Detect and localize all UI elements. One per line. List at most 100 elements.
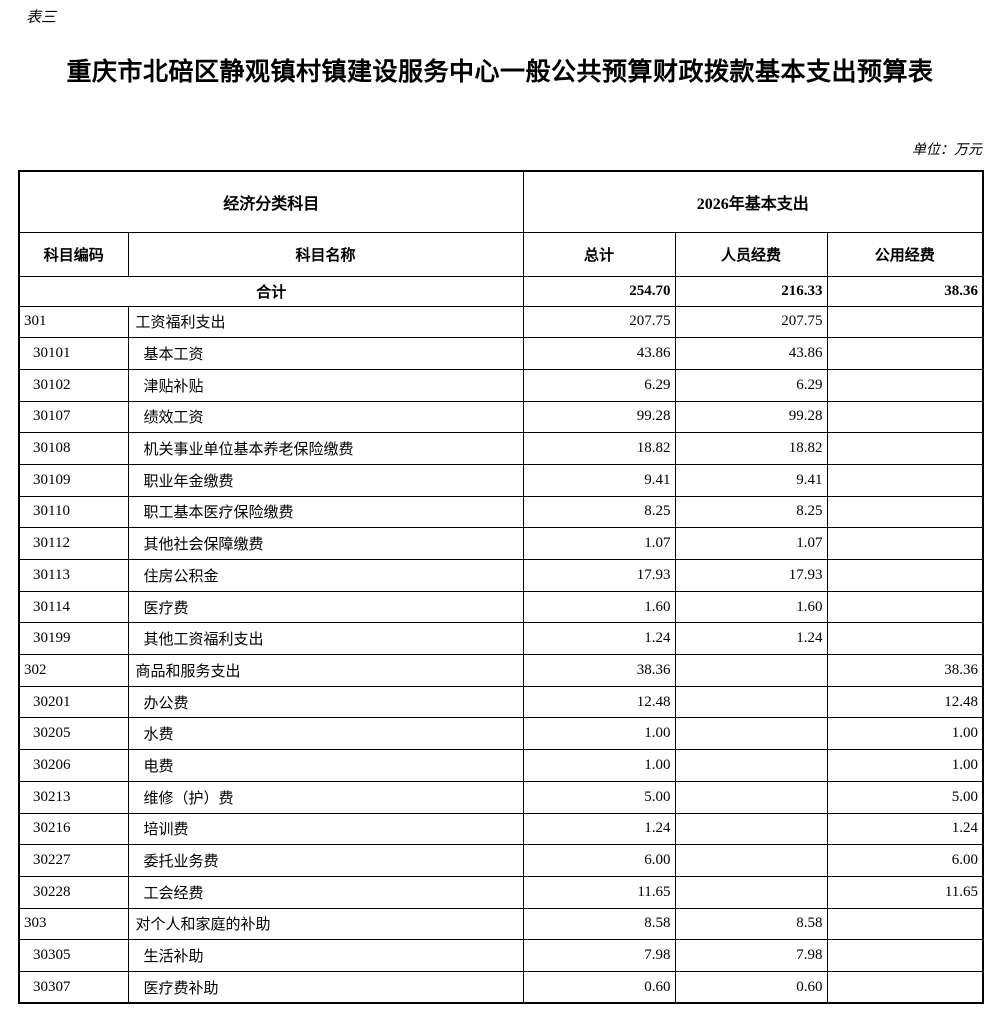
subject-name-cell: 生活补助	[127, 939, 524, 972]
personnel-value-cell: 7.98	[674, 939, 828, 972]
public-value-cell: 11.65	[826, 875, 984, 909]
total-value-cell: 43.86	[522, 337, 676, 370]
table-row: 30110 职工基本医疗保险缴费 8.25 8.25	[18, 495, 984, 529]
column-header-subject-name: 科目名称	[127, 231, 524, 277]
subject-code-cell: 30110	[18, 495, 129, 529]
personnel-value-cell: 18.82	[674, 432, 828, 465]
table-header: 经济分类科目 2026年基本支出 科目编码 科目名称 总计 人员经费 公用经费	[18, 170, 984, 277]
table-row: 30201 办公费 12.48 12.48	[18, 685, 984, 719]
public-value-cell	[826, 527, 984, 560]
personnel-value-cell: 8.58	[674, 907, 828, 941]
public-value-cell	[826, 970, 984, 1004]
public-value-cell	[826, 337, 984, 370]
total-value-cell: 12.48	[522, 685, 676, 719]
personnel-value-cell: 0.60	[674, 970, 828, 1004]
public-value-cell: 1.00	[826, 749, 984, 782]
public-value-cell	[826, 305, 984, 339]
total-value-cell: 1.24	[522, 622, 676, 656]
subject-name-cell: 电费	[127, 749, 524, 782]
total-row-label: 合计	[18, 275, 524, 307]
total-row-total-value: 254.70	[522, 275, 676, 307]
subject-name-cell: 绩效工资	[127, 400, 524, 434]
subject-code-cell: 30107	[18, 400, 129, 434]
personnel-value-cell: 1.07	[674, 527, 828, 560]
subject-name-cell: 医疗费补助	[127, 970, 524, 1004]
subject-code-cell: 30305	[18, 939, 129, 972]
table-row: 30113 住房公积金 17.93 17.93	[18, 559, 984, 592]
column-header-total: 总计	[522, 231, 676, 277]
table-row: 30102 津贴补贴 6.29 6.29	[18, 368, 984, 402]
table-row: 30114 医疗费 1.60 1.60	[18, 590, 984, 624]
subject-code-cell: 30101	[18, 337, 129, 370]
table-row: 30101 基本工资 43.86 43.86	[18, 337, 984, 370]
column-header-subject-code: 科目编码	[18, 231, 129, 277]
personnel-value-cell: 1.24	[674, 622, 828, 656]
total-value-cell: 6.00	[522, 844, 676, 877]
subject-code-cell: 30112	[18, 527, 129, 560]
public-value-cell: 5.00	[826, 780, 984, 814]
subject-name-cell: 商品和服务支出	[127, 654, 524, 687]
total-value-cell: 0.60	[522, 970, 676, 1004]
table-row: 30206 电费 1.00 1.00	[18, 749, 984, 782]
public-value-cell	[826, 622, 984, 656]
subject-code-cell: 301	[18, 305, 129, 339]
header-economic-classification: 经济分类科目	[18, 170, 524, 233]
subject-code-cell: 30113	[18, 559, 129, 592]
table-row: 30216 培训费 1.24 1.24	[18, 812, 984, 846]
personnel-value-cell: 1.60	[674, 590, 828, 624]
subject-name-cell: 职业年金缴费	[127, 463, 524, 497]
public-value-cell: 38.36	[826, 654, 984, 687]
subject-code-cell: 30205	[18, 717, 129, 751]
subject-code-cell: 30114	[18, 590, 129, 624]
subject-name-cell: 机关事业单位基本养老保险缴费	[127, 432, 524, 465]
table-row: 30205 水费 1.00 1.00	[18, 717, 984, 751]
table-row: 30108 机关事业单位基本养老保险缴费 18.82 18.82	[18, 432, 984, 465]
total-value-cell: 18.82	[522, 432, 676, 465]
personnel-value-cell: 6.29	[674, 368, 828, 402]
personnel-value-cell	[674, 812, 828, 846]
public-value-cell	[826, 590, 984, 624]
subject-name-cell: 水费	[127, 717, 524, 751]
table-row: 30107 绩效工资 99.28 99.28	[18, 400, 984, 434]
subject-code-cell: 30213	[18, 780, 129, 814]
header-columns-row: 科目编码 科目名称 总计 人员经费 公用经费	[18, 231, 984, 277]
subject-code-cell: 30228	[18, 875, 129, 909]
total-value-cell: 207.75	[522, 305, 676, 339]
table-row: 30213 维修（护）费 5.00 5.00	[18, 780, 984, 814]
personnel-value-cell: 43.86	[674, 337, 828, 370]
total-value-cell: 7.98	[522, 939, 676, 972]
table-number-label: 表三	[26, 10, 57, 26]
personnel-value-cell: 207.75	[674, 305, 828, 339]
public-value-cell	[826, 463, 984, 497]
subject-code-cell: 30109	[18, 463, 129, 497]
subject-name-cell: 培训费	[127, 812, 524, 846]
total-value-cell: 38.36	[522, 654, 676, 687]
subject-name-cell: 住房公积金	[127, 559, 524, 592]
total-value-cell: 9.41	[522, 463, 676, 497]
personnel-value-cell	[674, 780, 828, 814]
subject-code-cell: 30216	[18, 812, 129, 846]
personnel-value-cell: 17.93	[674, 559, 828, 592]
table-row: 30305 生活补助 7.98 7.98	[18, 939, 984, 972]
total-value-cell: 1.00	[522, 717, 676, 751]
total-value-cell: 8.25	[522, 495, 676, 529]
subject-name-cell: 医疗费	[127, 590, 524, 624]
table-row: 30199 其他工资福利支出 1.24 1.24	[18, 622, 984, 656]
personnel-value-cell	[674, 844, 828, 877]
budget-table: 经济分类科目 2026年基本支出 科目编码 科目名称 总计 人员经费 公用经费 …	[18, 170, 985, 1005]
personnel-value-cell	[674, 717, 828, 751]
personnel-value-cell	[674, 749, 828, 782]
column-header-personnel-expense: 人员经费	[674, 231, 828, 277]
table-body: 合计 254.70 216.33 38.36 301 工资福利支出 207.75…	[18, 275, 984, 1004]
total-value-cell: 5.00	[522, 780, 676, 814]
total-row: 合计 254.70 216.33 38.36	[18, 275, 984, 307]
subject-name-cell: 其他工资福利支出	[127, 622, 524, 656]
subject-code-cell: 302	[18, 654, 129, 687]
subject-name-cell: 对个人和家庭的补助	[127, 907, 524, 941]
public-value-cell	[826, 495, 984, 529]
personnel-value-cell	[674, 654, 828, 687]
public-value-cell: 6.00	[826, 844, 984, 877]
page-title: 重庆市北碚区静观镇村镇建设服务中心一般公共预算财政拨款基本支出预算表	[66, 59, 934, 86]
personnel-value-cell	[674, 685, 828, 719]
public-value-cell: 12.48	[826, 685, 984, 719]
